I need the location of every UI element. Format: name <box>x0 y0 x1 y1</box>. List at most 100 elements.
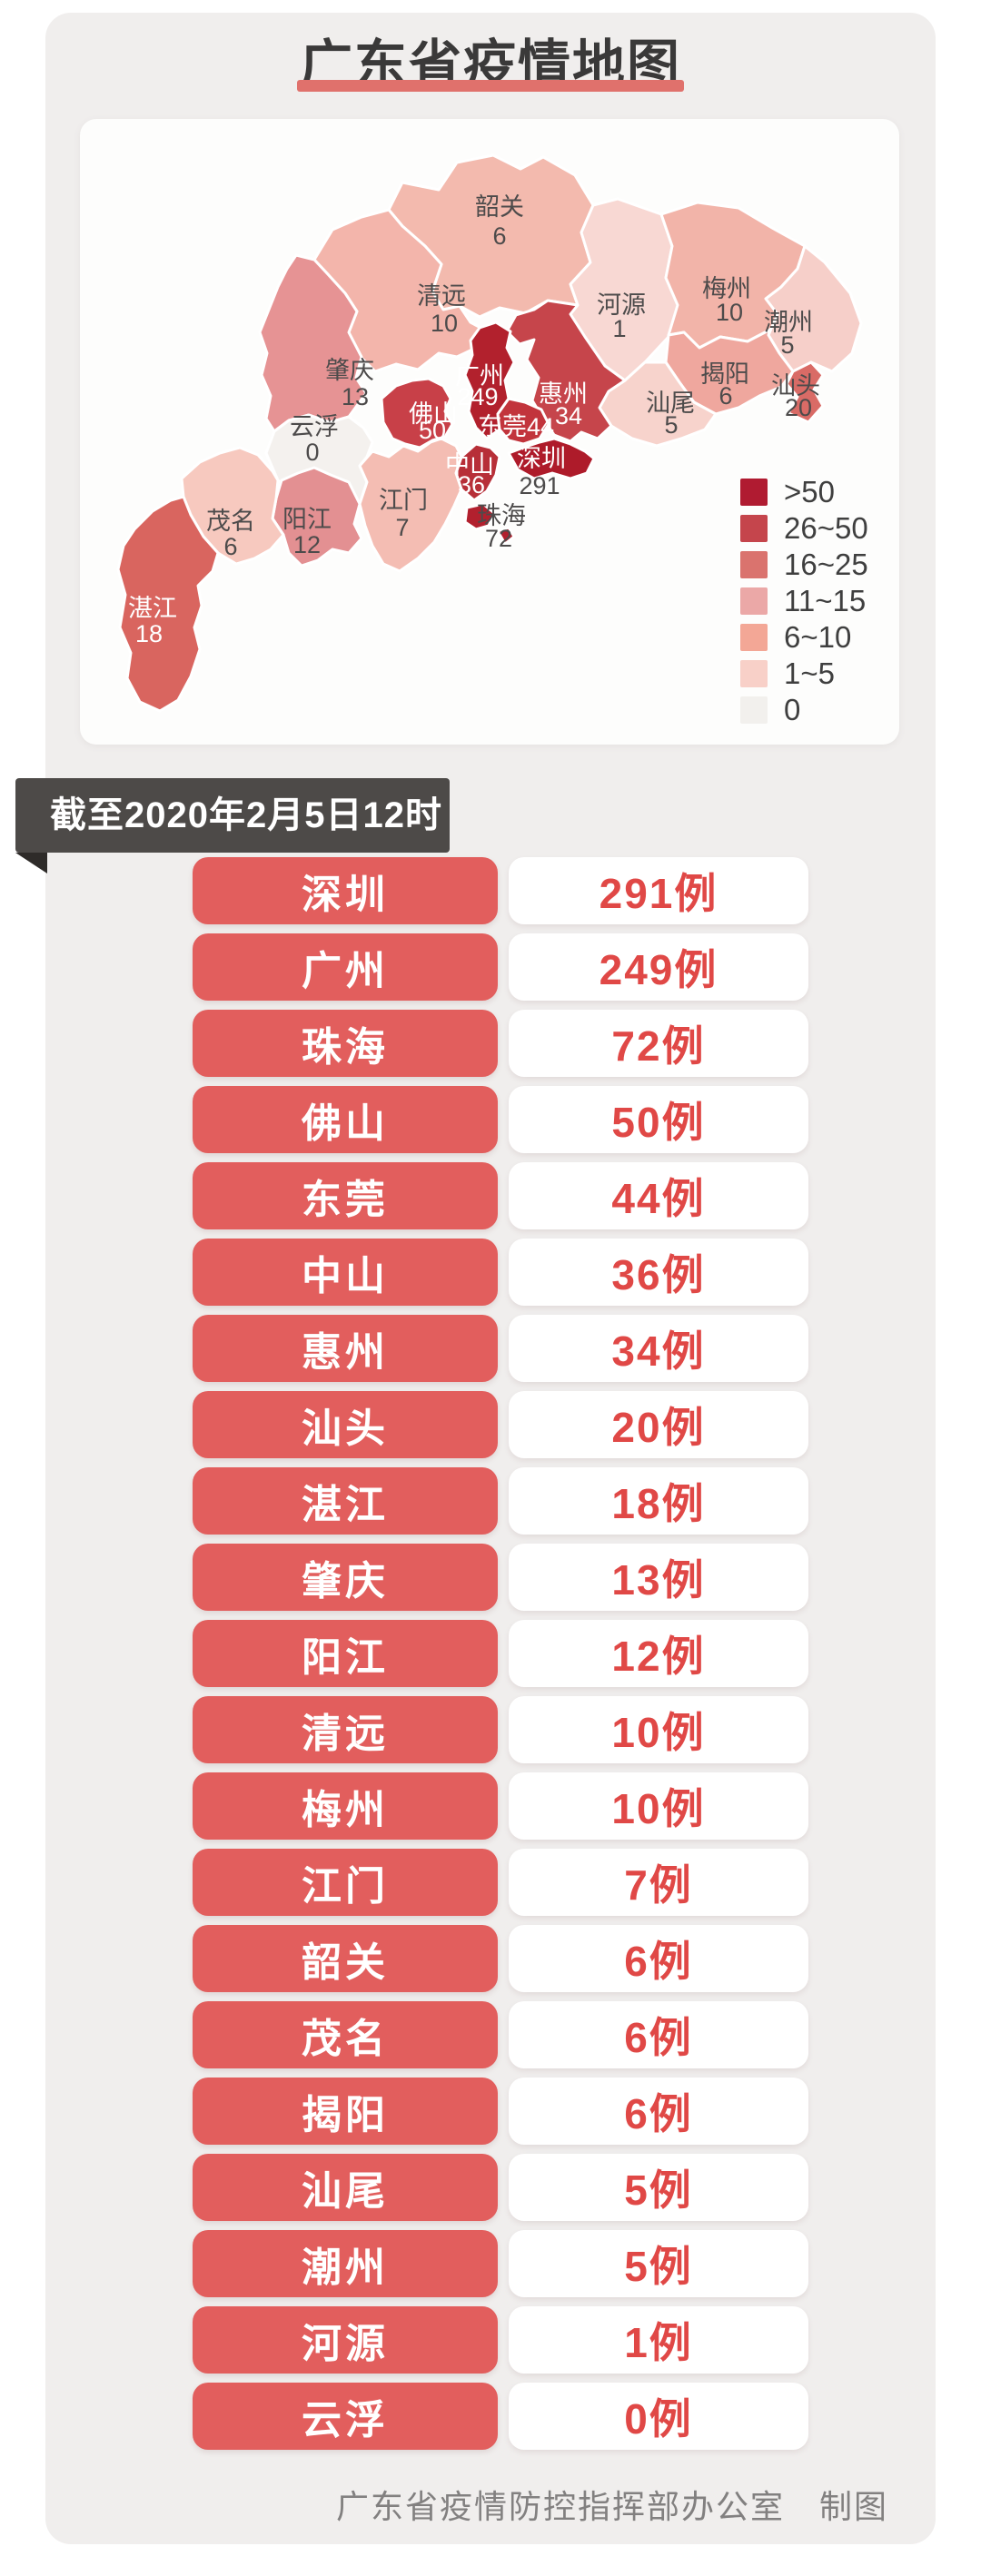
region-label-qingyuan: 10 <box>431 310 458 337</box>
legend-label: 16~25 <box>784 548 868 581</box>
list-row-count: 5例 <box>509 2230 808 2297</box>
footer-credit: 广东省疫情防控指挥部办公室 制图 <box>335 2488 888 2525</box>
list-row-count: 1例 <box>509 2306 808 2374</box>
list-row-count: 36例 <box>509 1239 808 1306</box>
region-label-jiangmen: 江门 <box>379 487 428 514</box>
region-label-shenzhen: 291 <box>519 472 560 499</box>
list-row-count: 6例 <box>509 2001 808 2068</box>
list-row-city: 云浮 <box>193 2383 498 2450</box>
list-row-city: 河源 <box>193 2306 498 2374</box>
list-row-city: 汕头 <box>193 1391 498 1458</box>
region-shantou <box>785 360 825 424</box>
legend-label: 11~15 <box>784 584 867 617</box>
list-row-city: 潮州 <box>193 2230 498 2297</box>
region-label-zhuhai: 72 <box>485 525 512 552</box>
list-row-city: 惠州 <box>193 1315 498 1382</box>
list-row-count: 50例 <box>509 1086 808 1153</box>
list-row-count: 291例 <box>509 857 808 924</box>
legend-label: 1~5 <box>784 656 835 690</box>
legend-label: 26~50 <box>784 511 868 545</box>
list-row-count: 10例 <box>509 1772 808 1840</box>
list-row-city: 江门 <box>193 1849 498 1916</box>
region-label-shenzhen: 深圳 <box>517 445 566 472</box>
region-label-shantou: 汕头 <box>771 372 820 400</box>
list-row-city: 中山 <box>193 1239 498 1306</box>
legend-label: >50 <box>784 475 835 508</box>
list-row-count: 20例 <box>509 1391 808 1458</box>
list-row-count: 249例 <box>509 933 808 1001</box>
map-panel: 韶关 6 清远 10 河源 1 梅州 10 潮州 5 揭阳 6 汕头 20 汕尾 5 惠州 34 肇庆 13 云浮 0 佛山… <box>80 119 899 745</box>
region-label-shaoguan: 韶关 <box>475 193 524 221</box>
region-label-yangjiang: 阳江 <box>282 506 332 533</box>
legend-item-2650: 26~50 <box>740 511 868 545</box>
list-row-city: 茂名 <box>193 2001 498 2068</box>
date-banner: 截至2020年2月5日12时 <box>15 778 450 853</box>
region-foshan <box>380 377 454 449</box>
region-label-jieyang: 揭阳 <box>700 360 749 388</box>
region-label-chaozhou: 5 <box>780 331 794 359</box>
region-label-maoming: 茂名 <box>206 508 255 535</box>
region-label-yangjiang: 12 <box>293 531 321 558</box>
region-dongguan <box>496 397 550 446</box>
legend-item-1115: 11~15 <box>740 584 868 617</box>
legend-item-15: 1~5 <box>740 656 868 690</box>
legend-label: 0 <box>784 693 801 726</box>
legend-swatch <box>740 515 768 542</box>
legend-item-0: 0 <box>740 693 868 726</box>
region-zhanjiang <box>116 495 220 713</box>
region-label-jieyang: 6 <box>718 382 732 410</box>
legend-item-1625: 16~25 <box>740 548 868 581</box>
list-row-city: 深圳 <box>193 857 498 924</box>
region-label-shanwei: 汕尾 <box>646 390 695 417</box>
list-row-count: 10例 <box>509 1696 808 1763</box>
list-row-city: 阳江 <box>193 1620 498 1687</box>
region-label-shaoguan: 6 <box>492 222 506 250</box>
legend-label: 6~10 <box>784 620 852 654</box>
region-label-huizhou: 34 <box>555 402 582 429</box>
list-row-city: 揭阳 <box>193 2078 498 2145</box>
region-label-chaozhou: 潮州 <box>764 309 813 336</box>
map-legend: >50 26~50 16~25 11~15 6~10 1~5 0 <box>740 475 868 726</box>
list-row-city: 广州 <box>193 933 498 1001</box>
legend-swatch <box>740 696 768 724</box>
region-label-foshan: 50 <box>419 417 446 444</box>
legend-swatch <box>740 587 768 615</box>
list-row-count: 0例 <box>509 2383 808 2450</box>
region-label-shantou: 20 <box>785 394 812 421</box>
region-label-guangzhou: 广州 <box>455 362 504 390</box>
legend-swatch <box>740 660 768 687</box>
legend-swatch <box>740 624 768 651</box>
list-row-count: 18例 <box>509 1467 808 1535</box>
region-label-jiangmen: 7 <box>395 514 409 541</box>
list-row-count: 5例 <box>509 2154 808 2221</box>
list-row-city: 东莞 <box>193 1162 498 1229</box>
region-label-zhanjiang: 湛江 <box>128 595 177 622</box>
list-row-count: 7例 <box>509 1849 808 1916</box>
list-row-count: 44例 <box>509 1162 808 1229</box>
region-label-zhongshan: 36 <box>458 471 485 498</box>
region-label-zhanjiang: 18 <box>135 620 163 647</box>
list-row-count: 72例 <box>509 1010 808 1077</box>
region-shenzhen <box>507 437 596 480</box>
region-label-dongguan: 东莞44 <box>478 413 554 440</box>
region-label-meizhou: 梅州 <box>702 275 751 302</box>
list-row-city: 佛山 <box>193 1086 498 1153</box>
region-label-meizhou: 10 <box>716 299 743 326</box>
region-label-yunfu: 云浮 <box>290 413 339 440</box>
legend-item-50: >50 <box>740 475 868 508</box>
region-label-foshan: 佛山 <box>409 400 458 428</box>
legend-swatch <box>740 551 768 578</box>
region-label-heyuan: 河源 <box>597 291 646 319</box>
region-label-qingyuan: 清远 <box>417 282 466 310</box>
list-row-city: 湛江 <box>193 1467 498 1535</box>
region-label-zhaoqing: 13 <box>342 383 369 410</box>
list-row-city: 韶关 <box>193 1925 498 1992</box>
list-row-count: 6例 <box>509 2078 808 2145</box>
region-label-yunfu: 0 <box>305 439 319 466</box>
region-jiangmen <box>358 437 463 573</box>
list-row-city: 清远 <box>193 1696 498 1763</box>
region-label-zhuhai: 珠海 <box>477 502 526 529</box>
list-row-city: 梅州 <box>193 1772 498 1840</box>
region-label-heyuan: 1 <box>612 315 626 342</box>
